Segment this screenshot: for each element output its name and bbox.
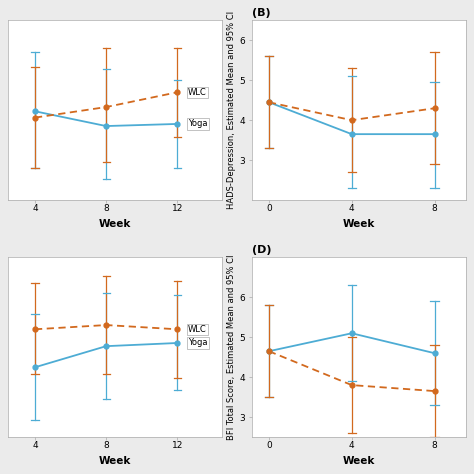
Text: (D): (D) <box>252 246 272 255</box>
Y-axis label: HADS-Depression, Estimated Mean and 95% CI: HADS-Depression, Estimated Mean and 95% … <box>227 11 236 210</box>
Text: WLC: WLC <box>188 325 207 334</box>
X-axis label: Week: Week <box>343 456 375 465</box>
Text: WLC: WLC <box>188 88 207 97</box>
Text: (B): (B) <box>252 9 271 18</box>
X-axis label: Week: Week <box>343 219 375 228</box>
Y-axis label: BFI Total Score, Estimated Mean and 95% CI: BFI Total Score, Estimated Mean and 95% … <box>227 255 236 440</box>
Text: Yoga: Yoga <box>188 119 207 128</box>
X-axis label: Week: Week <box>99 456 131 465</box>
Text: Yoga: Yoga <box>188 338 207 347</box>
X-axis label: Week: Week <box>99 219 131 228</box>
